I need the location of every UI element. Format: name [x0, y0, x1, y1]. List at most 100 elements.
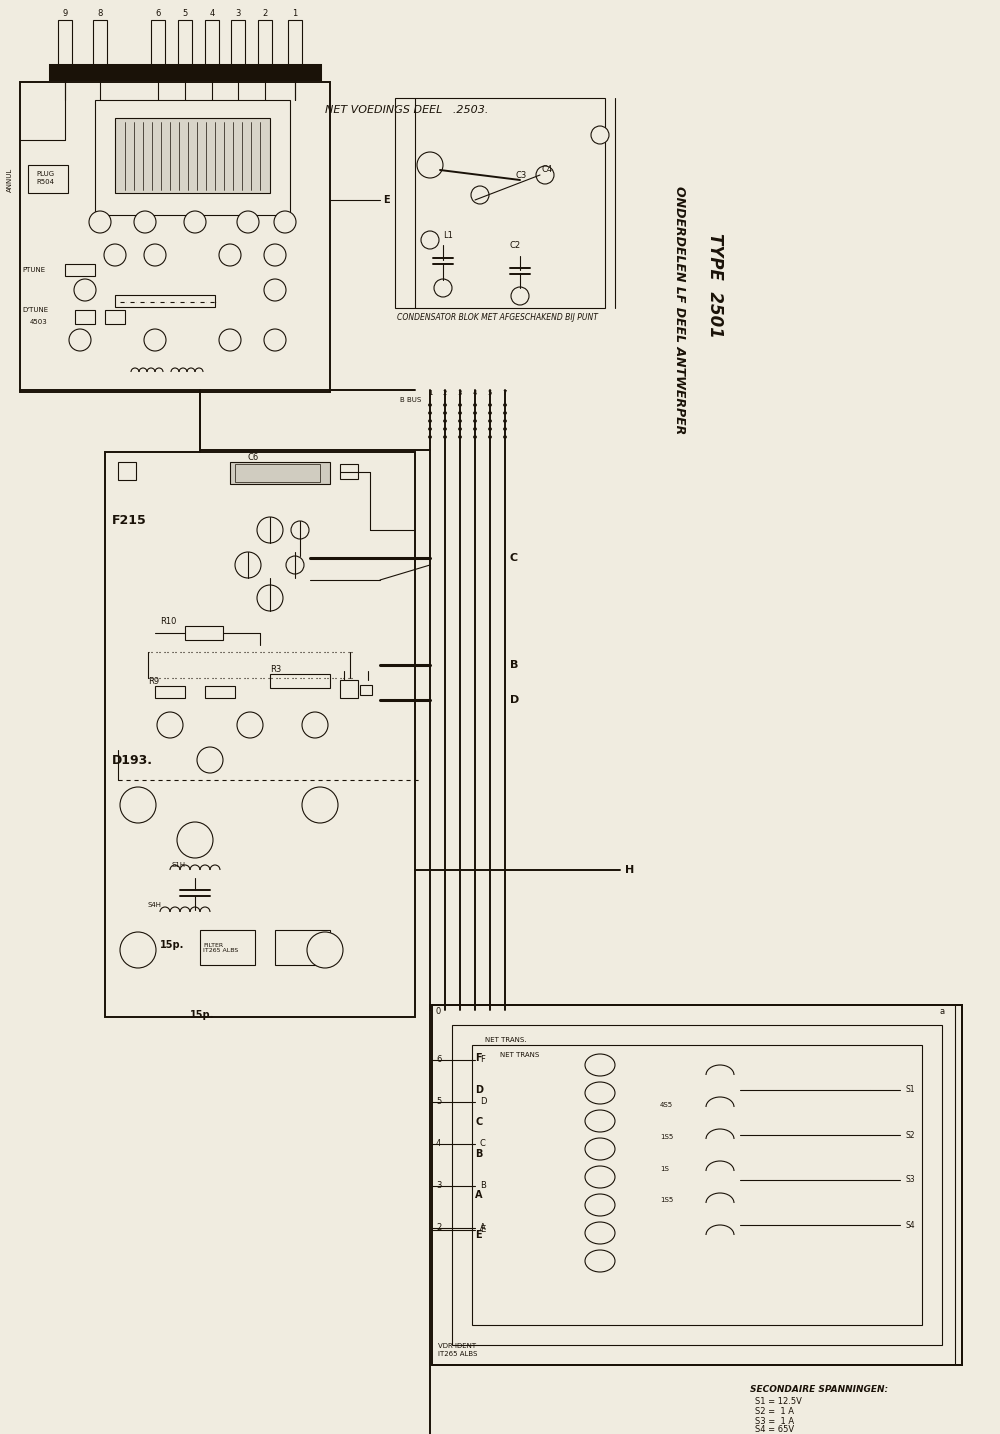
- Circle shape: [237, 211, 259, 232]
- Text: TYPE  2501: TYPE 2501: [706, 232, 724, 337]
- Circle shape: [69, 328, 91, 351]
- Text: 7: 7: [503, 390, 507, 396]
- Circle shape: [488, 427, 492, 430]
- Bar: [115, 295, 215, 307]
- Circle shape: [488, 403, 492, 406]
- Text: 4S5: 4S5: [660, 1101, 673, 1108]
- Bar: [258, 20, 272, 65]
- Text: 1S5: 1S5: [660, 1197, 673, 1203]
- Text: 15p.: 15p.: [160, 941, 184, 949]
- Circle shape: [157, 713, 183, 739]
- Circle shape: [235, 552, 261, 578]
- Text: C3: C3: [515, 171, 526, 179]
- Circle shape: [458, 412, 462, 414]
- Bar: [178, 20, 192, 65]
- Bar: [275, 931, 330, 965]
- Bar: [115, 118, 270, 194]
- Circle shape: [504, 427, 507, 430]
- Text: 2: 2: [262, 10, 268, 19]
- Text: 3: 3: [458, 390, 462, 396]
- Circle shape: [264, 244, 286, 265]
- Text: 4: 4: [473, 390, 477, 396]
- Text: R3: R3: [270, 665, 281, 674]
- Bar: [118, 462, 136, 480]
- Bar: [65, 264, 95, 275]
- Bar: [452, 1025, 942, 1345]
- Circle shape: [197, 747, 223, 773]
- Circle shape: [458, 427, 462, 430]
- Text: 6: 6: [155, 10, 161, 19]
- Circle shape: [504, 420, 507, 423]
- Circle shape: [474, 403, 477, 406]
- Text: C4: C4: [542, 165, 553, 175]
- Text: NET VOEDINGS DEEL   .2503.: NET VOEDINGS DEEL .2503.: [325, 105, 488, 115]
- Circle shape: [144, 244, 166, 265]
- Text: NET TRANS: NET TRANS: [500, 1053, 539, 1058]
- Circle shape: [444, 436, 446, 439]
- Bar: [205, 20, 219, 65]
- Text: C: C: [510, 554, 518, 564]
- Text: B: B: [510, 660, 518, 670]
- Circle shape: [474, 436, 477, 439]
- Bar: [20, 82, 330, 391]
- Circle shape: [471, 186, 489, 204]
- Circle shape: [237, 713, 263, 739]
- Text: 2: 2: [443, 390, 447, 396]
- Text: F: F: [475, 1053, 482, 1063]
- Circle shape: [134, 211, 156, 232]
- Bar: [230, 462, 330, 485]
- Text: S3 =  1 A: S3 = 1 A: [755, 1417, 794, 1427]
- Circle shape: [428, 427, 432, 430]
- Circle shape: [444, 420, 446, 423]
- Circle shape: [144, 328, 166, 351]
- Text: R9: R9: [148, 677, 159, 687]
- Bar: [288, 20, 302, 65]
- Text: B: B: [480, 1182, 486, 1190]
- Circle shape: [504, 403, 507, 406]
- Circle shape: [428, 403, 432, 406]
- Text: S4H: S4H: [148, 902, 162, 908]
- Text: F: F: [480, 1055, 485, 1064]
- Text: S4: S4: [905, 1220, 915, 1229]
- Circle shape: [474, 420, 477, 423]
- Circle shape: [274, 211, 296, 232]
- Bar: [235, 465, 320, 482]
- Bar: [58, 20, 72, 65]
- Bar: [155, 685, 185, 698]
- Text: L1: L1: [443, 231, 453, 239]
- Text: 1: 1: [428, 390, 432, 396]
- Circle shape: [120, 932, 156, 968]
- Circle shape: [421, 231, 439, 250]
- Text: NET TRANS.: NET TRANS.: [485, 1037, 526, 1043]
- Circle shape: [286, 556, 304, 574]
- Text: F215: F215: [112, 513, 147, 526]
- Circle shape: [264, 280, 286, 301]
- Bar: [360, 685, 372, 695]
- Text: 4: 4: [436, 1140, 441, 1149]
- Text: S1: S1: [905, 1086, 914, 1094]
- Text: 6: 6: [436, 1055, 441, 1064]
- Bar: [472, 1045, 922, 1325]
- Text: S4 = 65V: S4 = 65V: [755, 1425, 794, 1434]
- Text: 4: 4: [209, 10, 215, 19]
- Text: 15p.: 15p.: [190, 1010, 214, 1020]
- Text: R10: R10: [160, 618, 176, 627]
- Text: 5: 5: [182, 10, 188, 19]
- Text: 3: 3: [235, 10, 241, 19]
- Bar: [95, 100, 290, 215]
- Text: E: E: [383, 195, 390, 205]
- Circle shape: [488, 436, 492, 439]
- Circle shape: [434, 280, 452, 297]
- Circle shape: [291, 521, 309, 539]
- Circle shape: [488, 420, 492, 423]
- Circle shape: [428, 420, 432, 423]
- Text: E: E: [480, 1226, 485, 1235]
- Text: ANNUL: ANNUL: [7, 168, 13, 192]
- Bar: [205, 685, 235, 698]
- Text: C6: C6: [248, 453, 259, 463]
- Circle shape: [474, 427, 477, 430]
- Circle shape: [504, 436, 507, 439]
- Text: 8: 8: [97, 10, 103, 19]
- Bar: [50, 65, 320, 79]
- Bar: [105, 452, 415, 1017]
